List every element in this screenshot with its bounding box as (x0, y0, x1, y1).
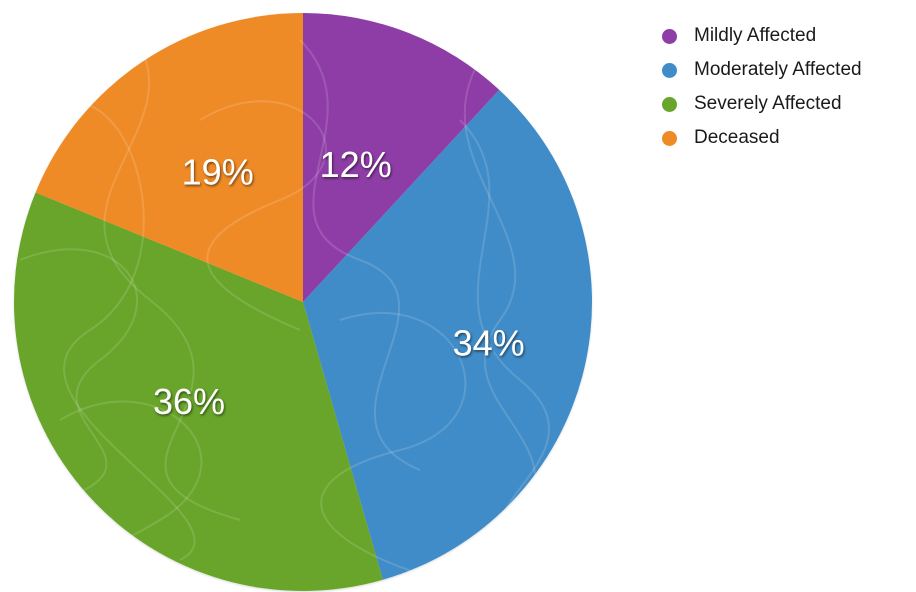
data-label-deceased: 19% (182, 151, 254, 192)
legend-swatch (662, 62, 677, 78)
legend-item-mildly-affected[interactable]: Mildly Affected (662, 19, 862, 53)
texture-overlay (19, 19, 550, 591)
pie-slice-mildly-affected[interactable] (303, 13, 500, 302)
legend: Mildly Affected Moderately Affected Seve… (662, 19, 862, 155)
legend-item-deceased[interactable]: Deceased (662, 121, 862, 155)
legend-item-moderately-affected[interactable]: Moderately Affected (662, 53, 862, 87)
legend-label: Moderately Affected (694, 59, 862, 80)
legend-label: Deceased (694, 127, 780, 148)
legend-label: Severely Affected (694, 93, 842, 114)
slice-labels-layer: 12% 34% 36% 19% (153, 144, 525, 422)
legend-item-severely-affected[interactable]: Severely Affected (662, 87, 862, 121)
pie-slice-moderately-affected[interactable] (303, 89, 593, 580)
data-label-severely-affected: 36% (153, 381, 225, 422)
slices-layer (13, 13, 593, 592)
data-label-mildly-affected: 12% (320, 144, 392, 185)
legend-swatch (662, 28, 677, 44)
data-label-moderately-affected: 34% (453, 323, 525, 364)
legend-label: Mildly Affected (694, 25, 817, 46)
legend-swatch (662, 96, 677, 112)
legend-swatch (662, 130, 677, 146)
pie-slice-deceased[interactable] (35, 13, 303, 302)
pie-slice-severely-affected[interactable] (13, 192, 383, 592)
